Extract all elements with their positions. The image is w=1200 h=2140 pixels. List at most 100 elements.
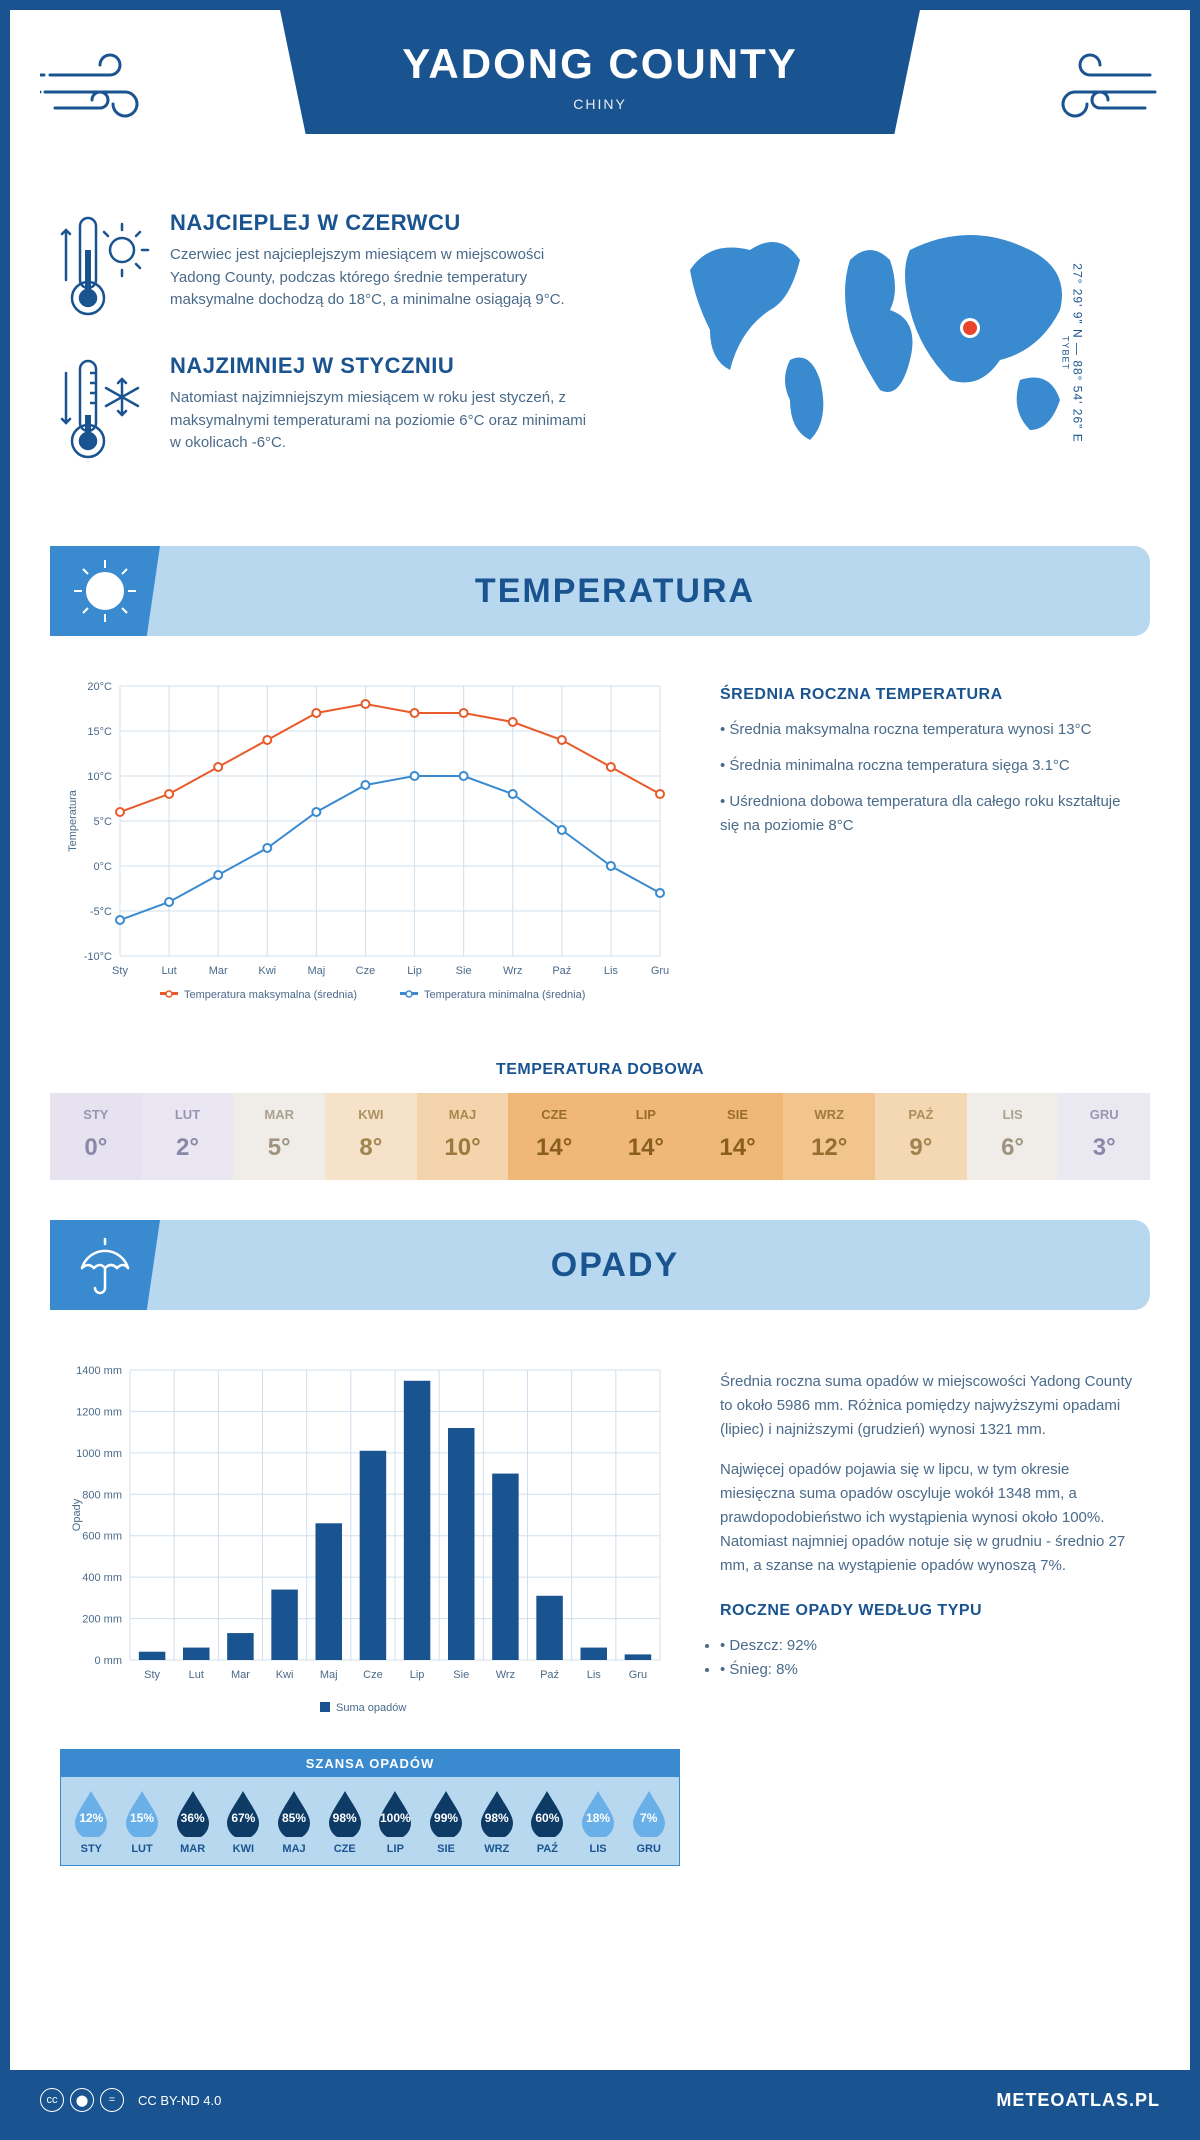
chance-cell: 98%WRZ bbox=[472, 1789, 521, 1855]
page: YADONG COUNTY CHINY bbox=[0, 0, 1200, 2140]
precip-type-title: ROCZNE OPADY WEDŁUG TYPU bbox=[720, 1598, 1140, 1624]
drop-icon: 7% bbox=[629, 1789, 669, 1837]
temp-bullet: • Średnia minimalna roczna temperatura s… bbox=[720, 754, 1140, 778]
daily-cell: CZE14° bbox=[508, 1093, 600, 1180]
coordinates: 27° 29' 9" N — 88° 54' 26" E TYBET bbox=[1060, 263, 1084, 442]
daily-cell: MAR5° bbox=[233, 1093, 325, 1180]
map-block: 27° 29' 9" N — 88° 54' 26" E TYBET bbox=[660, 210, 1140, 496]
svg-text:Opady: Opady bbox=[71, 1498, 83, 1531]
chance-cell: 7%GRU bbox=[624, 1789, 673, 1855]
fact-hot-title: NAJCIEPLEJ W CZERWCU bbox=[170, 210, 590, 236]
daily-cell: MAJ10° bbox=[417, 1093, 509, 1180]
chance-cell: 60%PAŹ bbox=[523, 1789, 572, 1855]
chance-cell: 18%LIS bbox=[574, 1789, 623, 1855]
svg-text:Lip: Lip bbox=[410, 1669, 425, 1681]
svg-text:Lis: Lis bbox=[604, 965, 619, 977]
temperature-summary: ŚREDNIA ROCZNA TEMPERATURA • Średnia mak… bbox=[720, 676, 1140, 1021]
drop-icon: 67% bbox=[223, 1789, 263, 1837]
daily-cell: LUT2° bbox=[142, 1093, 234, 1180]
daily-cell: PAŹ9° bbox=[875, 1093, 967, 1180]
drop-icon: 99% bbox=[426, 1789, 466, 1837]
drop-icon: 36% bbox=[173, 1789, 213, 1837]
chance-cell: 99%SIE bbox=[422, 1789, 471, 1855]
chance-cell: 100%LIP bbox=[371, 1789, 420, 1855]
svg-text:Mar: Mar bbox=[231, 1669, 250, 1681]
svg-text:Lut: Lut bbox=[161, 965, 176, 977]
svg-text:5°C: 5°C bbox=[94, 816, 113, 828]
svg-text:Wrz: Wrz bbox=[503, 965, 522, 977]
precipitation-area: 0 mm200 mm400 mm600 mm800 mm1000 mm1200 … bbox=[10, 1330, 1190, 1876]
temp-bullet: • Średnia maksymalna roczna temperatura … bbox=[720, 718, 1140, 742]
svg-text:Gru: Gru bbox=[629, 1669, 647, 1681]
header: YADONG COUNTY CHINY bbox=[10, 10, 1190, 190]
section-precipitation: OPADY bbox=[50, 1220, 1150, 1310]
drop-icon: 100% bbox=[375, 1789, 415, 1837]
drop-icon: 98% bbox=[477, 1789, 517, 1837]
svg-text:Cze: Cze bbox=[356, 965, 376, 977]
svg-text:400 mm: 400 mm bbox=[82, 1572, 122, 1584]
svg-text:Lut: Lut bbox=[189, 1669, 204, 1681]
svg-text:1200 mm: 1200 mm bbox=[76, 1406, 122, 1418]
temperature-chart: -10°C-5°C0°C5°C10°C15°C20°CStyLutMarKwiM… bbox=[60, 676, 680, 1021]
wind-icon bbox=[40, 50, 170, 130]
svg-text:Temperatura: Temperatura bbox=[67, 789, 79, 852]
daily-temp-row: STY0°LUT2°MAR5°KWI8°MAJ10°CZE14°LIP14°SI… bbox=[50, 1093, 1150, 1180]
svg-text:Kwi: Kwi bbox=[258, 965, 276, 977]
fact-cold-title: NAJZIMNIEJ W STYCZNIU bbox=[170, 353, 590, 379]
svg-text:Paź: Paź bbox=[540, 1669, 559, 1681]
chance-cell: 36%MAR bbox=[168, 1789, 217, 1855]
umbrella-icon bbox=[50, 1220, 160, 1310]
svg-text:Maj: Maj bbox=[307, 965, 325, 977]
svg-text:15°C: 15°C bbox=[87, 726, 112, 738]
location-title: YADONG COUNTY bbox=[300, 40, 900, 88]
daily-cell: STY0° bbox=[50, 1093, 142, 1180]
section-title: OPADY bbox=[160, 1246, 1150, 1285]
svg-text:Kwi: Kwi bbox=[276, 1669, 294, 1681]
daily-temp-title: TEMPERATURA DOBOWA bbox=[10, 1061, 1190, 1079]
license-text: CC BY-ND 4.0 bbox=[138, 2093, 221, 2108]
svg-text:Sie: Sie bbox=[453, 1669, 469, 1681]
svg-text:10°C: 10°C bbox=[87, 771, 112, 783]
svg-text:Lis: Lis bbox=[587, 1669, 602, 1681]
fact-coldest: NAJZIMNIEJ W STYCZNIU Natomiast najzimni… bbox=[60, 353, 620, 468]
chance-title: SZANSA OPADÓW bbox=[61, 1750, 679, 1777]
chance-cell: 85%MAJ bbox=[270, 1789, 319, 1855]
drop-icon: 85% bbox=[274, 1789, 314, 1837]
fact-hottest: NAJCIEPLEJ W CZERWCU Czerwiec jest najci… bbox=[60, 210, 620, 325]
svg-text:Suma opadów: Suma opadów bbox=[336, 1702, 406, 1714]
thermometer-hot-icon bbox=[60, 210, 150, 325]
chance-cell: 12%STY bbox=[67, 1789, 116, 1855]
fact-cold-text: Natomiast najzimniejszym miesiącem w rok… bbox=[170, 387, 590, 455]
drop-icon: 15% bbox=[122, 1789, 162, 1837]
svg-text:20°C: 20°C bbox=[87, 681, 112, 693]
daily-cell: SIE14° bbox=[692, 1093, 784, 1180]
precip-type-item: • Śnieg: 8% bbox=[720, 1658, 1140, 1682]
svg-text:Gru: Gru bbox=[651, 965, 669, 977]
world-map-icon bbox=[660, 210, 1100, 460]
svg-text:200 mm: 200 mm bbox=[82, 1614, 122, 1626]
svg-text:Cze: Cze bbox=[363, 1669, 383, 1681]
daily-cell: WRZ12° bbox=[783, 1093, 875, 1180]
precipitation-chart: 0 mm200 mm400 mm600 mm800 mm1000 mm1200 … bbox=[60, 1360, 680, 1725]
daily-cell: LIS6° bbox=[967, 1093, 1059, 1180]
info-row: NAJCIEPLEJ W CZERWCU Czerwiec jest najci… bbox=[10, 190, 1190, 526]
svg-text:-10°C: -10°C bbox=[84, 951, 112, 963]
sun-icon bbox=[50, 546, 160, 636]
cc-icons: cc ⬤ = bbox=[40, 2088, 124, 2112]
svg-text:800 mm: 800 mm bbox=[82, 1489, 122, 1501]
svg-text:1000 mm: 1000 mm bbox=[76, 1448, 122, 1460]
svg-text:Wrz: Wrz bbox=[496, 1669, 515, 1681]
chance-cell: 67%KWI bbox=[219, 1789, 268, 1855]
daily-cell: KWI8° bbox=[325, 1093, 417, 1180]
avg-temp-title: ŚREDNIA ROCZNA TEMPERATURA bbox=[720, 686, 1140, 704]
svg-text:1400 mm: 1400 mm bbox=[76, 1365, 122, 1377]
svg-text:Sty: Sty bbox=[112, 965, 128, 977]
drop-icon: 18% bbox=[578, 1789, 618, 1837]
svg-text:Temperatura maksymalna (średni: Temperatura maksymalna (średnia) bbox=[184, 989, 357, 1001]
svg-text:0°C: 0°C bbox=[94, 861, 113, 873]
drop-icon: 12% bbox=[71, 1789, 111, 1837]
nd-icon: = bbox=[100, 2088, 124, 2112]
daily-cell: LIP14° bbox=[600, 1093, 692, 1180]
location-country: CHINY bbox=[300, 96, 900, 112]
footer: cc ⬤ = CC BY-ND 4.0 METEOATLAS.PL bbox=[10, 2070, 1190, 2130]
